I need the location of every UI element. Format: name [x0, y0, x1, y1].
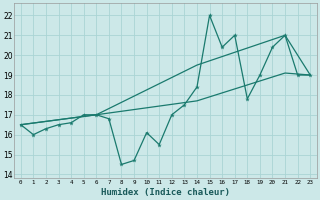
X-axis label: Humidex (Indice chaleur): Humidex (Indice chaleur) — [101, 188, 230, 197]
